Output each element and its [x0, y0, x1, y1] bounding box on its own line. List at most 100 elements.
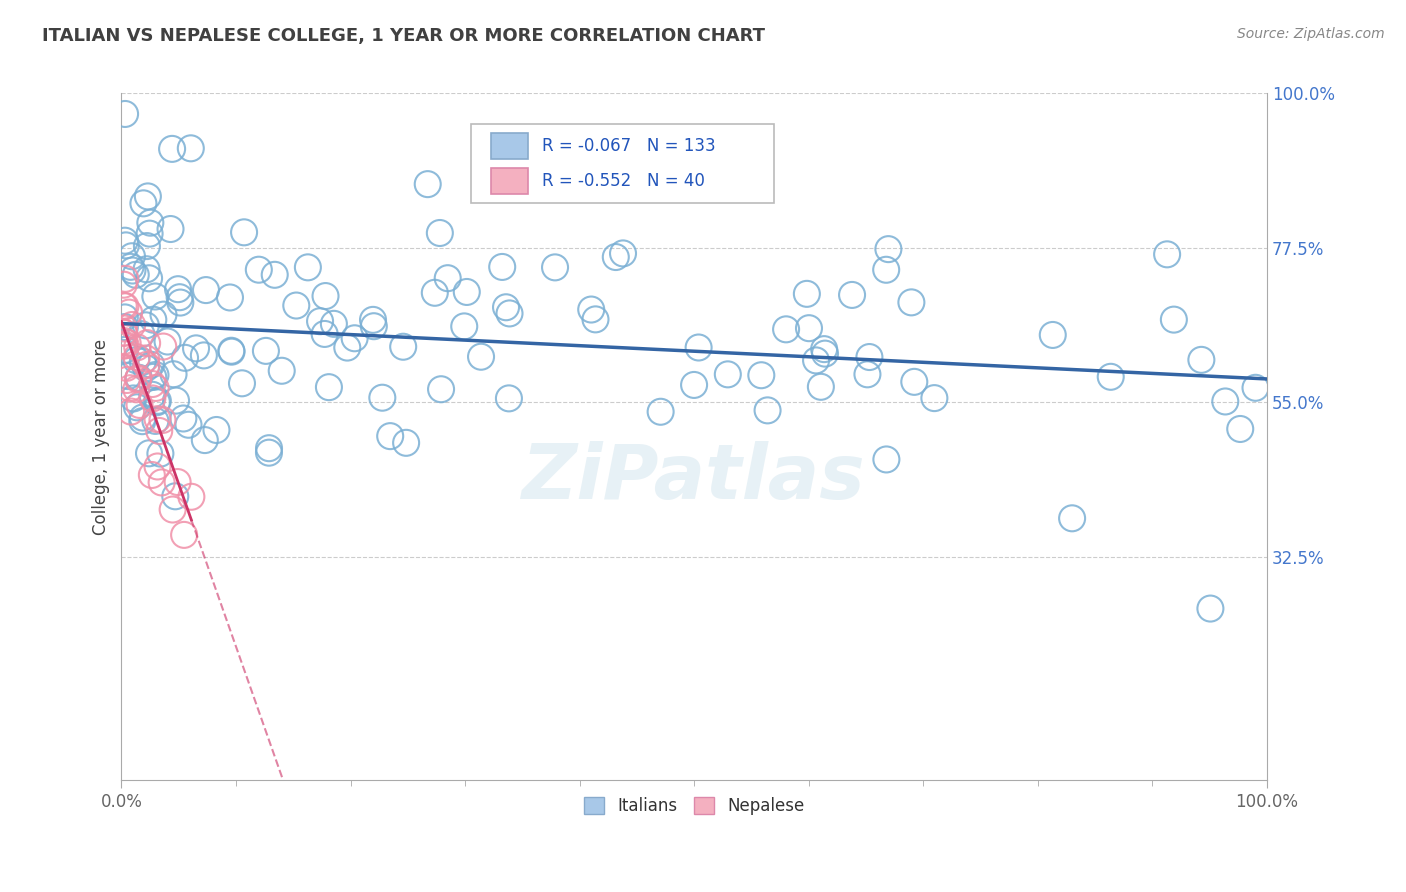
Point — [135, 262, 157, 277]
Point — [841, 288, 863, 302]
Point — [380, 429, 402, 443]
Point — [138, 271, 160, 285]
Point — [146, 412, 169, 426]
Point — [120, 260, 142, 274]
Point — [114, 310, 136, 325]
Point — [309, 314, 332, 328]
Point — [683, 378, 706, 392]
Point — [804, 353, 827, 368]
Point — [132, 354, 155, 368]
Point — [1189, 352, 1212, 367]
Point — [114, 320, 136, 334]
Text: Source: ZipAtlas.com: Source: ZipAtlas.com — [1237, 27, 1385, 41]
Point — [813, 342, 835, 356]
Point — [165, 489, 187, 503]
Point — [544, 260, 567, 275]
Point — [205, 423, 228, 437]
Point — [1213, 394, 1236, 409]
Point — [142, 370, 165, 384]
Point — [146, 393, 169, 408]
Point — [121, 318, 143, 332]
Point — [160, 142, 183, 156]
Point — [318, 380, 340, 394]
Text: R = -0.552   N = 40: R = -0.552 N = 40 — [541, 171, 704, 190]
Point — [128, 398, 150, 412]
Point — [903, 375, 925, 389]
Point — [343, 331, 366, 345]
Text: ITALIAN VS NEPALESE COLLEGE, 1 YEAR OR MORE CORRELATION CHART: ITALIAN VS NEPALESE COLLEGE, 1 YEAR OR M… — [42, 27, 765, 45]
Point — [136, 189, 159, 203]
Point — [361, 313, 384, 327]
Point — [148, 424, 170, 438]
Point — [875, 262, 897, 277]
Point — [120, 381, 142, 395]
Point — [221, 343, 243, 358]
Point — [150, 475, 173, 490]
Point — [470, 350, 492, 364]
Point — [612, 246, 634, 260]
Point — [136, 336, 159, 351]
Point — [797, 321, 820, 335]
Point — [128, 370, 150, 384]
Point — [172, 411, 194, 425]
Point — [165, 393, 187, 408]
Point — [717, 368, 740, 382]
Point — [194, 433, 217, 447]
Point — [173, 528, 195, 542]
Point — [1156, 247, 1178, 261]
Point — [152, 308, 174, 322]
Point — [145, 414, 167, 428]
Point — [114, 338, 136, 352]
Point — [430, 382, 453, 396]
Point — [371, 391, 394, 405]
Point — [112, 334, 135, 348]
Text: ZiPatlas: ZiPatlas — [522, 441, 866, 515]
Point — [231, 376, 253, 391]
Point — [423, 285, 446, 300]
Point — [146, 459, 169, 474]
Point — [416, 177, 439, 191]
Point — [297, 260, 319, 275]
Point — [1199, 601, 1222, 615]
Point — [135, 361, 157, 376]
Point — [498, 392, 520, 406]
Point — [114, 272, 136, 286]
Point — [1042, 328, 1064, 343]
Point — [115, 373, 138, 387]
Point — [453, 319, 475, 334]
Point — [125, 350, 148, 364]
Point — [114, 234, 136, 248]
Point — [169, 290, 191, 304]
FancyBboxPatch shape — [471, 124, 775, 203]
Point — [112, 326, 135, 340]
Point — [814, 346, 837, 360]
Point — [285, 299, 308, 313]
Legend: Italians, Nepalese: Italians, Nepalese — [575, 789, 813, 823]
Point — [131, 410, 153, 425]
Point — [117, 336, 139, 351]
Point — [180, 490, 202, 504]
Point — [924, 391, 946, 405]
Point — [363, 319, 385, 334]
Point — [581, 302, 603, 317]
Point — [141, 468, 163, 483]
Point — [491, 260, 513, 274]
Point — [688, 341, 710, 355]
Point — [114, 107, 136, 121]
Point — [1244, 381, 1267, 395]
Point — [112, 339, 135, 353]
Point — [112, 326, 135, 340]
Text: R = -0.067   N = 133: R = -0.067 N = 133 — [541, 137, 716, 155]
Point — [221, 344, 243, 359]
Point — [174, 351, 197, 365]
Point — [257, 445, 280, 459]
Point — [141, 377, 163, 392]
Point — [315, 289, 337, 303]
Point — [135, 318, 157, 333]
Point — [756, 403, 779, 417]
Point — [152, 413, 174, 427]
Point — [118, 305, 141, 319]
FancyBboxPatch shape — [492, 168, 529, 194]
Point — [436, 271, 458, 285]
Point — [392, 340, 415, 354]
